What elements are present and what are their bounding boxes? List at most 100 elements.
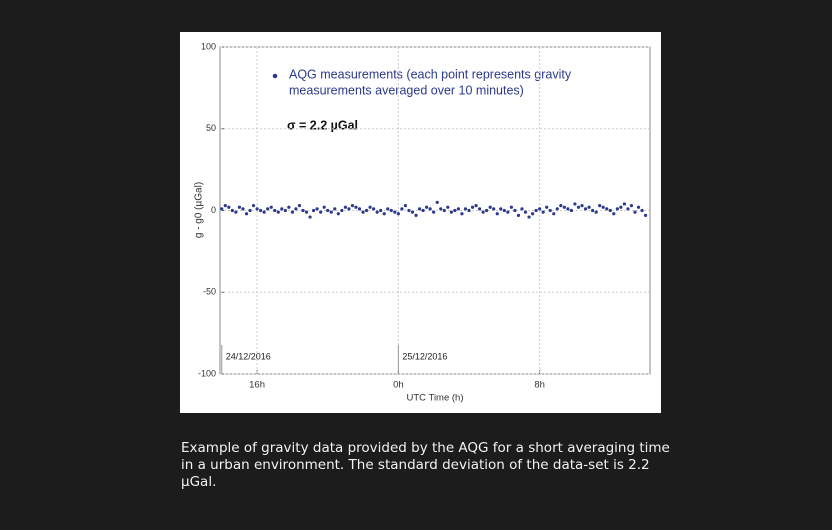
data-point bbox=[506, 210, 510, 214]
data-point bbox=[414, 213, 418, 218]
data-point bbox=[470, 205, 475, 209]
data-point bbox=[467, 208, 471, 213]
data-point bbox=[251, 203, 256, 208]
data-point bbox=[336, 212, 340, 216]
data-point bbox=[262, 210, 266, 214]
data-point bbox=[601, 205, 605, 209]
data-point bbox=[636, 205, 641, 209]
data-point bbox=[350, 203, 355, 208]
data-point bbox=[410, 210, 415, 214]
data-point bbox=[354, 205, 358, 209]
x-tick-label: 8h bbox=[534, 380, 545, 391]
data-point bbox=[364, 208, 369, 213]
data-point bbox=[311, 208, 316, 213]
data-point bbox=[456, 207, 460, 211]
data-point bbox=[562, 205, 566, 209]
data-point bbox=[400, 207, 404, 211]
date-label: 25/12/2016 bbox=[402, 351, 447, 361]
chart: g - g0 (µGal) UTC Time (h) AQG measureme… bbox=[180, 32, 661, 413]
data-point bbox=[417, 207, 422, 211]
data-point bbox=[591, 208, 595, 213]
chart-background bbox=[180, 32, 661, 413]
data-point bbox=[555, 207, 559, 211]
data-point bbox=[319, 210, 323, 214]
data-point bbox=[301, 208, 305, 213]
data-point bbox=[460, 212, 464, 216]
data-point bbox=[343, 205, 347, 209]
data-point bbox=[280, 207, 284, 211]
data-point bbox=[248, 208, 252, 213]
data-point bbox=[629, 203, 634, 208]
data-point bbox=[446, 205, 450, 209]
data-point bbox=[357, 207, 362, 211]
data-point bbox=[449, 210, 453, 214]
data-point bbox=[626, 207, 630, 211]
data-point bbox=[294, 207, 298, 211]
date-label: 24/12/2016 bbox=[226, 351, 271, 361]
data-point bbox=[569, 208, 574, 213]
data-point bbox=[495, 212, 499, 216]
data-point bbox=[237, 205, 242, 209]
data-point bbox=[241, 207, 245, 211]
data-point bbox=[439, 207, 443, 211]
data-point bbox=[520, 207, 524, 211]
data-point bbox=[308, 215, 312, 219]
data-point bbox=[576, 205, 581, 209]
data-point bbox=[573, 202, 577, 206]
data-point bbox=[361, 210, 365, 214]
data-point bbox=[432, 210, 436, 214]
data-point bbox=[523, 210, 528, 214]
data-point bbox=[499, 207, 503, 211]
data-point bbox=[407, 208, 411, 213]
data-point bbox=[266, 207, 270, 211]
data-point bbox=[276, 210, 280, 214]
data-point bbox=[502, 208, 506, 213]
data-point bbox=[220, 207, 224, 211]
data-point bbox=[559, 203, 563, 208]
data-point bbox=[389, 208, 393, 213]
data-point bbox=[612, 212, 616, 216]
data-point bbox=[516, 213, 521, 218]
x-tick-label: 0h bbox=[393, 380, 404, 391]
data-point bbox=[643, 213, 648, 218]
caption: Example of gravity data provided by the … bbox=[181, 440, 681, 491]
y-tick-label: -50 bbox=[203, 287, 216, 297]
data-point bbox=[552, 212, 556, 216]
data-point bbox=[428, 207, 432, 211]
data-point bbox=[333, 207, 337, 211]
data-point bbox=[290, 210, 295, 214]
data-point bbox=[541, 210, 545, 214]
data-point bbox=[255, 207, 259, 211]
x-tick-label: 16h bbox=[249, 380, 265, 391]
data-point bbox=[223, 203, 227, 208]
data-point bbox=[273, 208, 277, 213]
legend-text-line-2: measurements averaged over 10 minutes) bbox=[289, 83, 524, 97]
data-point bbox=[375, 210, 379, 214]
data-point bbox=[587, 205, 591, 209]
data-point bbox=[513, 208, 517, 213]
sigma-annotation: σ = 2.2 µGal bbox=[287, 118, 358, 132]
data-point bbox=[640, 208, 644, 213]
data-point bbox=[304, 210, 309, 214]
data-point bbox=[269, 205, 273, 209]
data-point bbox=[386, 207, 390, 211]
data-point bbox=[372, 207, 376, 211]
data-point bbox=[396, 212, 400, 216]
data-point bbox=[619, 205, 623, 209]
data-point bbox=[435, 200, 439, 204]
data-point bbox=[477, 207, 482, 211]
data-point bbox=[605, 207, 609, 211]
data-point bbox=[474, 203, 478, 208]
data-point bbox=[608, 208, 612, 213]
data-point bbox=[297, 203, 302, 208]
data-point bbox=[453, 208, 457, 213]
y-tick-label: -100 bbox=[198, 368, 216, 378]
data-point bbox=[538, 207, 542, 211]
legend-marker bbox=[272, 73, 278, 79]
data-point bbox=[329, 210, 333, 214]
data-point bbox=[326, 208, 330, 213]
data-point bbox=[534, 208, 538, 213]
y-tick-label: 100 bbox=[201, 41, 216, 51]
y-axis-label: g - g0 (µGal) bbox=[194, 182, 205, 238]
